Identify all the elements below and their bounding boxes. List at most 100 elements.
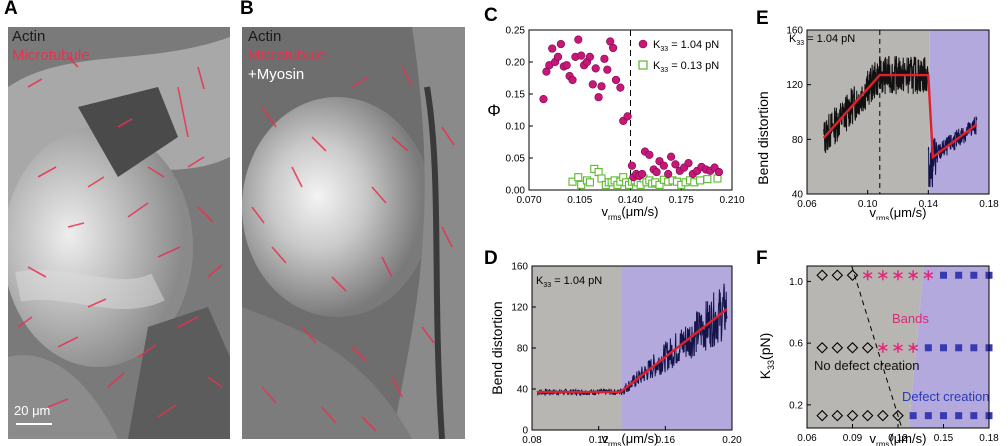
marker-defect — [940, 412, 947, 420]
y-tick-label: 0.25 — [506, 26, 526, 37]
region-defect-f — [908, 266, 989, 428]
x-tick-label: 0.09 — [843, 433, 863, 444]
data-point-k033 — [574, 173, 583, 182]
y-tick-label: 160 — [786, 26, 803, 37]
asterisk-stroke — [908, 272, 919, 279]
x-tick-label: 0.16 — [656, 435, 676, 446]
panel-label-a: A — [4, 0, 18, 19]
x-tick-label: 0.20 — [722, 435, 742, 446]
y-tick-label: 0.10 — [506, 122, 526, 133]
data-point-k104 — [548, 44, 557, 53]
marker-no-defect — [846, 409, 859, 422]
data-point-k104 — [664, 169, 673, 179]
region-label-bands: Bands — [892, 311, 929, 326]
data-point-k104 — [684, 159, 693, 168]
marker-defect — [955, 271, 963, 279]
marker-defect — [924, 412, 932, 420]
fit-line-e — [822, 73, 978, 160]
chart-e-frame — [806, 29, 990, 195]
chart-e: 0.06 0.10 0.14 0.18 40 80 120 160 K33 = 1.04 pN… — [755, 26, 999, 221]
data-point-k104 — [611, 75, 621, 85]
region-no-defect-f — [807, 266, 924, 428]
marker-bands — [908, 270, 919, 281]
marker-no-defect — [816, 409, 828, 422]
region-gray-d — [532, 266, 622, 430]
asterisk-stroke — [908, 344, 919, 351]
x-tick-label: 0.15 — [934, 433, 954, 444]
y-tick-label: 40 — [517, 385, 529, 396]
marker-no-defect — [831, 409, 844, 422]
region-label-no-defect: No defect creation — [814, 358, 920, 373]
asterisk-stroke — [893, 344, 903, 351]
x-tick-label: 0.18 — [979, 199, 999, 210]
data-point-k033 — [696, 176, 705, 185]
data-point-k104 — [603, 65, 612, 74]
x-tick-label: 0.210 — [719, 195, 744, 206]
marker-no-defect — [861, 409, 874, 422]
x-tick-label: 0.12 — [589, 435, 609, 446]
data-point-k104 — [671, 160, 680, 169]
micrograph-b: Actin Microtubule +Myosin — [242, 27, 465, 439]
y-tick-label: 0 — [522, 426, 528, 437]
marker-no-defect — [816, 341, 828, 354]
asterisk-stroke — [877, 272, 888, 279]
data-point-k033 — [568, 177, 577, 186]
y-axis-label-d: Bend distortion — [489, 301, 505, 394]
y-tick-label: 0.2 — [789, 400, 803, 411]
data-point-k104 — [597, 82, 606, 91]
panel-label-d: D — [484, 248, 498, 269]
x-axis-label-f: vrms(μm/s) — [870, 431, 927, 446]
legend-actin-a: Actin — [12, 28, 46, 45]
y-tick-label: 0.00 — [506, 186, 526, 197]
marker-defect — [924, 344, 932, 352]
data-point-k104 — [627, 161, 637, 170]
data-point-k033 — [655, 180, 664, 189]
marker-bands — [893, 342, 903, 353]
y-tick-label: 160 — [511, 262, 528, 273]
chart-f: 0.06 0.09 0.12 0.15 0.18 0.2 0.6 1.0 Bands No d… — [757, 265, 999, 446]
y-tick-label: 1.0 — [789, 277, 803, 288]
legend-myosin-b: +Myosin — [248, 66, 305, 83]
data-point-k104 — [600, 54, 609, 63]
asterisk-stroke — [877, 344, 888, 351]
y-axis-label-c: Φ — [487, 101, 501, 120]
data-point-k104 — [562, 61, 571, 70]
marker-no-defect — [831, 341, 844, 354]
asterisk-stroke — [923, 272, 934, 279]
data-point-k104 — [539, 95, 548, 104]
annotation-k33-d: K33 = 1.04 pN — [536, 275, 602, 289]
legend-actin-b: Actin — [248, 28, 282, 45]
marker-defect — [955, 412, 963, 420]
marker-bands — [908, 342, 919, 353]
x-tick-label: 0.105 — [567, 195, 592, 206]
marker-defect — [940, 271, 947, 279]
scale-bar-label: 20 μm — [14, 403, 51, 418]
asterisk-stroke — [893, 272, 903, 279]
legend-marker-square — [638, 60, 648, 70]
fit-line-d — [537, 308, 728, 394]
data-point-k104 — [568, 75, 577, 85]
marker-no-defect — [861, 341, 874, 354]
region-purple-e — [929, 30, 989, 194]
x-tick-label: 0.070 — [516, 195, 541, 206]
data-point-k104 — [585, 52, 594, 61]
x-tick-label: 0.140 — [618, 195, 643, 206]
data-point-k104 — [588, 80, 597, 89]
y-tick-label: 40 — [792, 190, 804, 201]
data-point-k104 — [645, 150, 654, 159]
panel-label-c: C — [484, 5, 498, 26]
marker-defect — [970, 271, 978, 279]
marker-no-defect — [877, 409, 889, 422]
y-tick-label: 80 — [792, 135, 804, 146]
y-tick-label: 120 — [786, 80, 803, 91]
legend-label-2: K33 = 0.13 pN — [653, 60, 719, 74]
data-point-k104 — [616, 83, 625, 92]
panel-label-b: B — [240, 0, 254, 19]
marker-bands — [862, 270, 873, 281]
region-label-defect: Defect creation — [902, 389, 989, 404]
data-point-k104 — [577, 51, 586, 60]
marker-bands — [893, 270, 903, 281]
y-tick-label: 80 — [517, 344, 529, 355]
marker-bands — [877, 270, 888, 281]
legend-microtubule-a: Microtubule — [12, 47, 90, 64]
